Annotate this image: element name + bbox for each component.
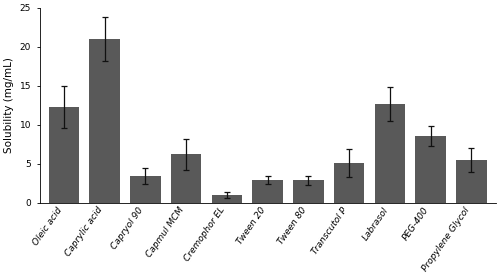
Y-axis label: Solubility (mg/mL): Solubility (mg/mL) bbox=[4, 57, 14, 153]
Bar bbox=[130, 176, 161, 203]
Bar bbox=[90, 39, 120, 203]
Bar bbox=[48, 107, 80, 203]
Bar bbox=[456, 160, 486, 203]
Bar bbox=[416, 136, 446, 203]
Bar bbox=[334, 163, 364, 203]
Bar bbox=[252, 180, 283, 203]
Bar bbox=[374, 104, 405, 203]
Bar bbox=[212, 195, 242, 203]
Bar bbox=[171, 155, 202, 203]
Bar bbox=[293, 180, 324, 203]
